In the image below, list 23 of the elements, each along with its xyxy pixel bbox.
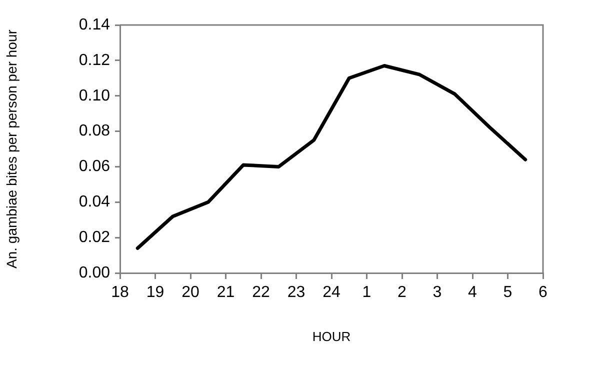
x-tick-label: 6 <box>538 284 548 302</box>
y-tick-label: 0.10 <box>78 87 110 104</box>
x-tick-label: 1 <box>362 284 372 302</box>
x-tick-label: 3 <box>432 284 442 302</box>
x-tick-label: 22 <box>252 284 270 302</box>
x-tick-label: 19 <box>146 284 164 302</box>
x-tick-label: 21 <box>216 284 235 302</box>
x-tick-label: 18 <box>111 284 129 302</box>
x-tick-label: 24 <box>322 284 340 302</box>
x-tick-label: 23 <box>287 284 306 302</box>
x-tick-label: 2 <box>398 284 407 302</box>
y-tick-label: 0.00 <box>78 264 110 282</box>
x-tick-label: 5 <box>503 284 512 302</box>
y-tick-label: 0.02 <box>78 228 110 246</box>
y-tick-label: 0.06 <box>78 158 110 176</box>
y-tick-label: 0.12 <box>78 52 110 69</box>
y-tick-label: 0.14 <box>78 16 110 34</box>
y-tick-label: 0.08 <box>78 122 110 140</box>
x-axis-title: HOUR <box>312 328 351 344</box>
x-tick-label: 20 <box>182 284 200 302</box>
x-tick-label: 4 <box>468 284 478 302</box>
y-axis-title: An. gambiae bites per person per hour <box>3 29 20 268</box>
y-tick-label: 0.04 <box>78 194 110 211</box>
